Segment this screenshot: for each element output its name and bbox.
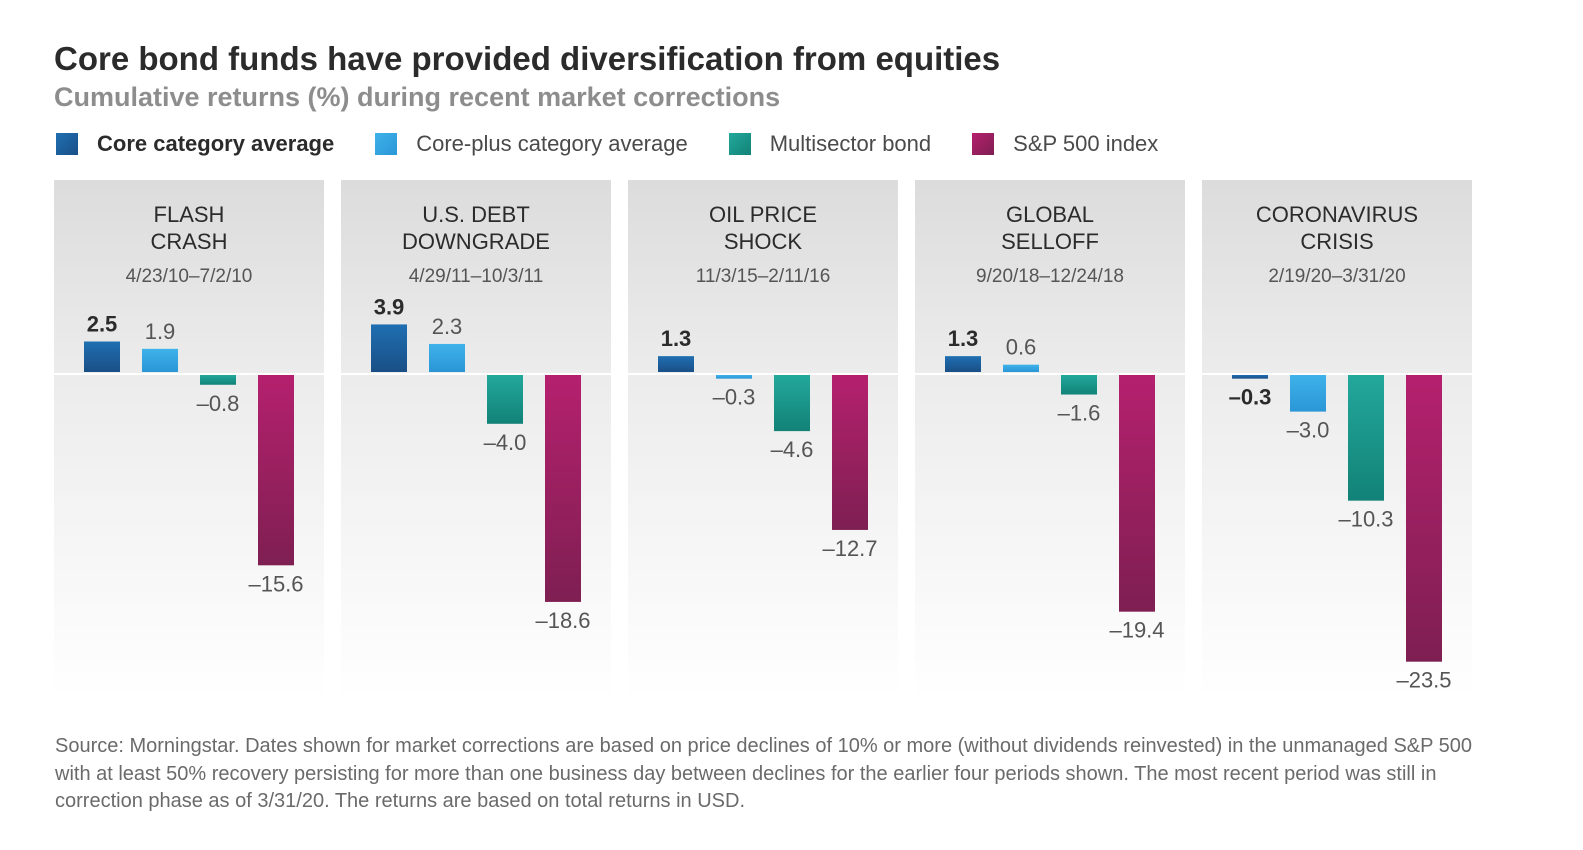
data-label: 2.3 <box>432 314 463 339</box>
data-label: 3.9 <box>374 294 405 319</box>
legend-swatch-multisector <box>728 133 751 155</box>
legend-label-multisector: Multisector bond <box>769 131 932 156</box>
data-label: –0.3 <box>713 385 756 410</box>
data-label: –4.0 <box>484 430 527 455</box>
data-label: 1.9 <box>145 319 176 344</box>
legend-label-core-plus: Core-plus category average <box>416 131 688 156</box>
bar-core-plus-category-average <box>1003 364 1039 372</box>
chart-subtitle: Cumulative returns (%) during recent mar… <box>54 82 781 112</box>
panel-title-line: FLASH <box>154 202 225 227</box>
data-label: –12.7 <box>822 536 877 561</box>
bar-s-p-500-index <box>832 375 868 530</box>
legend: Core category average Core-plus category… <box>56 128 1158 160</box>
data-label: –23.5 <box>1396 668 1451 693</box>
legend-item-core-plus: Core-plus category average <box>375 131 688 157</box>
panel-title-line: DOWNGRADE <box>402 229 550 254</box>
bar-core-category-average <box>658 356 694 372</box>
panel-date-range: 11/3/15–2/11/16 <box>696 266 831 287</box>
bar-multisector-bond <box>1348 375 1384 501</box>
bar-core-category-average <box>371 324 407 372</box>
chart-title: Core bond funds have provided diversific… <box>54 40 1001 77</box>
bar-s-p-500-index <box>1119 375 1155 612</box>
data-label: –0.3 <box>1229 385 1272 410</box>
bar-core-category-average <box>84 341 120 372</box>
panel-title-line: SHOCK <box>724 229 803 254</box>
data-label: 1.3 <box>948 326 979 351</box>
panel-title-line: CRISIS <box>1300 229 1373 254</box>
legend-label-core: Core category average <box>97 131 335 156</box>
panel-date-range: 4/23/10–7/2/10 <box>126 266 253 287</box>
bar-core-category-average <box>1232 375 1268 379</box>
data-label: –18.6 <box>535 608 590 633</box>
bar-multisector-bond <box>774 375 810 432</box>
panel-date-range: 4/29/11–10/3/11 <box>409 266 544 287</box>
panel-date-range: 9/20/18–12/24/18 <box>976 266 1124 287</box>
bar-multisector-bond <box>487 375 523 424</box>
data-label: 0.6 <box>1006 335 1037 360</box>
panel-date-range: 2/19/20–3/31/20 <box>1268 266 1405 287</box>
panel-title-line: CRASH <box>150 229 227 254</box>
panel-title-line: U.S. DEBT <box>422 202 530 227</box>
data-label: –4.6 <box>771 437 814 462</box>
bar-s-p-500-index <box>258 375 294 566</box>
bar-core-plus-category-average <box>429 343 465 372</box>
data-label: –1.6 <box>1058 401 1101 426</box>
legend-item-multisector: Multisector bond <box>728 131 932 157</box>
legend-item-core: Core category average <box>56 131 334 157</box>
legend-swatch-sp500 <box>972 133 995 155</box>
bar-multisector-bond <box>200 375 236 385</box>
panel-title-line: CORONAVIRUS <box>1256 202 1418 227</box>
bar-core-plus-category-average <box>142 348 178 372</box>
data-label: –10.3 <box>1338 507 1393 532</box>
legend-swatch-core <box>56 133 78 155</box>
panel-title-line: SELLOFF <box>1001 229 1099 254</box>
data-label: –3.0 <box>1287 418 1330 443</box>
legend-item-sp500: S&P 500 index <box>972 131 1158 157</box>
bar-core-plus-category-average <box>1290 375 1326 412</box>
data-label: 1.3 <box>661 326 692 351</box>
bar-core-category-average <box>945 356 981 372</box>
panel-title-line: OIL PRICE <box>709 202 817 227</box>
legend-swatch-core-plus <box>375 133 398 155</box>
legend-label-sp500: S&P 500 index <box>1013 131 1159 156</box>
footnote: Source: Morningstar. Dates shown for mar… <box>55 735 1473 812</box>
data-label: 2.5 <box>87 312 118 337</box>
bar-s-p-500-index <box>1406 375 1442 662</box>
bar-core-plus-category-average <box>716 375 752 379</box>
data-label: –15.6 <box>248 571 303 596</box>
data-label: –0.8 <box>197 391 240 416</box>
panel-title-line: GLOBAL <box>1006 202 1094 227</box>
data-label: –19.4 <box>1109 618 1164 643</box>
bar-multisector-bond <box>1061 375 1097 395</box>
bar-s-p-500-index <box>545 375 581 602</box>
